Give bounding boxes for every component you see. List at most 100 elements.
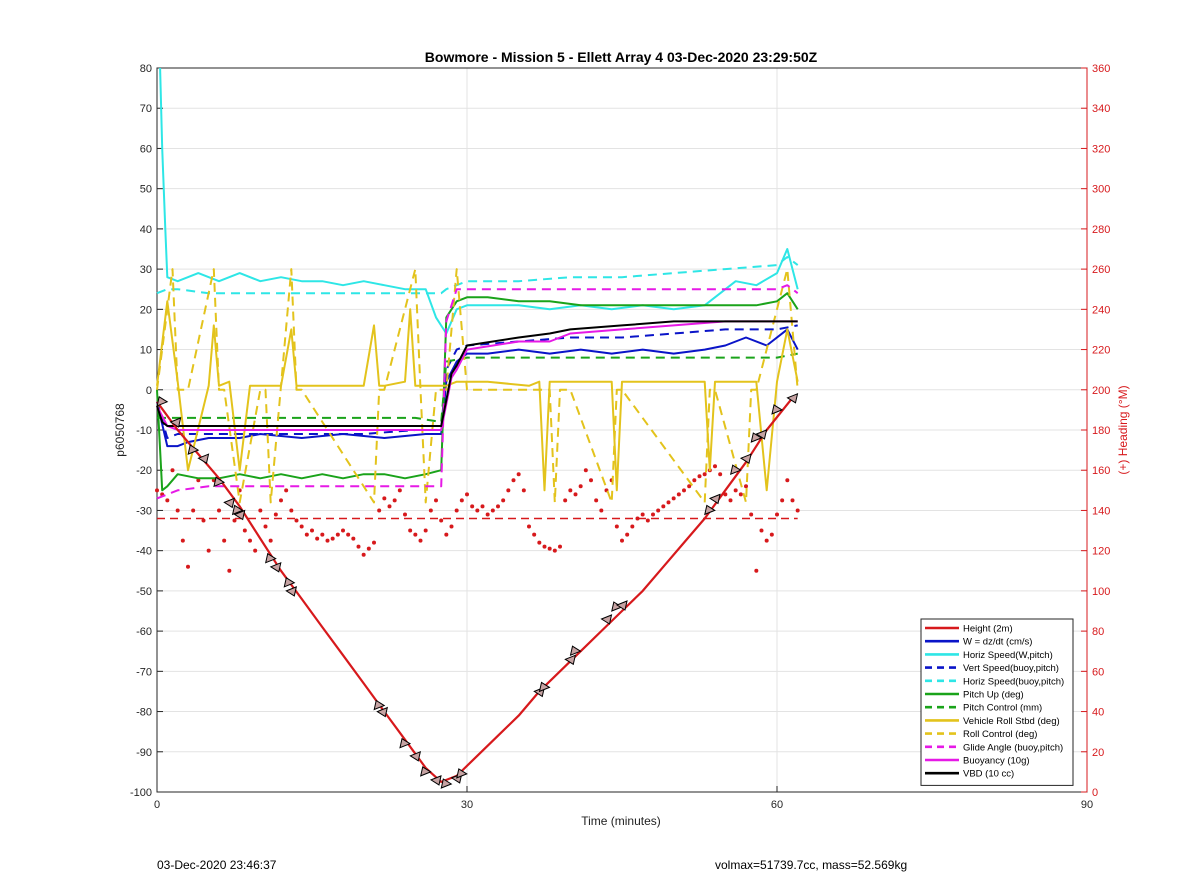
axis-ticks: 0 30 60 90-100-90-80-70-60-50-40-30-20-1001…: [130, 63, 1110, 811]
heading-point: [749, 512, 754, 517]
heading-point: [356, 544, 361, 549]
y-tick-label: -50: [136, 586, 152, 598]
heading-point: [780, 498, 785, 503]
y2-tick-label: 20: [1092, 747, 1104, 759]
depth-marker: [704, 504, 716, 516]
series-line-glide-angle-buoy-pitch: [156, 284, 799, 500]
heading-point: [651, 512, 655, 517]
y-tick-label: 10: [140, 345, 152, 357]
y2-tick-label: 0: [1092, 787, 1098, 799]
heading-point: [428, 508, 433, 513]
x-tick-label: 30: [461, 799, 473, 811]
heading-point: [392, 498, 397, 503]
depth-marker: [233, 509, 246, 521]
heading-point: [263, 524, 268, 529]
legend-label-roll-control-deg: Roll Control (deg): [963, 729, 1037, 740]
heading-point: [656, 508, 661, 513]
heading-point: [558, 544, 562, 549]
y2-tick-label: 160: [1092, 465, 1110, 477]
heading-point: [454, 508, 459, 513]
x-tick-label: 60: [771, 799, 783, 811]
heading-point: [661, 504, 666, 509]
y2-tick-label: 180: [1092, 425, 1110, 437]
heading-point: [573, 492, 578, 497]
heading-point: [315, 536, 320, 541]
legend-label-horiz-speed-w-pitch: Horiz Speed(W,pitch): [963, 650, 1053, 661]
heading-point: [191, 508, 196, 513]
heading-point: [490, 508, 495, 513]
depth-marker: [373, 699, 386, 711]
heading-point: [511, 478, 516, 483]
heading-point: [325, 538, 330, 543]
heading-point: [568, 488, 573, 493]
heading-point: [542, 544, 547, 549]
heading-point: [594, 498, 599, 503]
depth-marker: [786, 392, 799, 404]
heading-point: [537, 540, 542, 545]
heading-point: [614, 524, 619, 529]
legend-label-height-2m: Height (2m): [963, 624, 1013, 635]
heading-point: [253, 548, 258, 553]
heading-point: [666, 500, 671, 505]
legend-box: [920, 618, 1074, 786]
y-tick-label: 40: [140, 224, 152, 236]
heading-point: [645, 518, 650, 523]
heading-point: [465, 492, 469, 497]
heading-point: [320, 532, 325, 537]
heading-point: [630, 524, 635, 529]
heading-point: [733, 488, 738, 493]
series-line-pitch-control-mm: [157, 352, 798, 423]
heading-point: [403, 512, 407, 517]
y-tick-label: 20: [140, 304, 152, 316]
legend-label-pitch-control-mm: Pitch Control (mm): [963, 703, 1042, 714]
heading-point: [170, 468, 175, 473]
legend-label-horiz-speed-buoy-pitch: Horiz Speed(buoy,pitch): [963, 676, 1064, 687]
heading-point: [304, 532, 309, 537]
heading-point: [589, 478, 593, 483]
y-tick-label: 60: [140, 143, 152, 155]
heading-point: [377, 508, 382, 513]
heading-point: [687, 484, 692, 489]
heading-point: [366, 546, 371, 551]
y2-tick-label: 280: [1092, 224, 1110, 236]
heading-point: [527, 524, 531, 529]
heading-point: [532, 532, 537, 537]
y-tick-label: -10: [136, 425, 152, 437]
depth-marker: [730, 464, 742, 476]
x-tick-label: 90: [1081, 799, 1093, 811]
legend-label-vert-speed-buoy-pitch: Vert Speed(buoy,pitch): [963, 663, 1059, 674]
heading-point: [718, 472, 723, 477]
depth-marker: [285, 586, 297, 597]
y2-tick-label: 260: [1092, 264, 1110, 276]
heading-point: [790, 498, 795, 503]
heading-point: [599, 508, 604, 513]
heading-point: [635, 516, 640, 521]
heading-point: [330, 536, 335, 541]
series-line-horiz-speed-buoy-pitch: [156, 256, 799, 295]
heading-point: [583, 468, 588, 473]
heading-point: [227, 568, 232, 573]
heading-point: [449, 524, 454, 529]
heading-point: [361, 552, 366, 557]
heading-point: [697, 474, 702, 479]
heading-point: [578, 484, 583, 489]
legend-label-vehicle-roll-stbd-deg: Vehicle Roll Stbd (deg): [963, 716, 1060, 727]
heading-point: [795, 508, 800, 513]
heading-point: [294, 518, 299, 523]
depth-marker: [569, 645, 582, 657]
legend-label-w-dz-dt-cm-s: W = dz/dt (cm/s): [963, 637, 1032, 648]
heading-point: [563, 498, 568, 503]
y2-tick-label: 120: [1092, 546, 1110, 558]
depth-marker: [399, 737, 412, 749]
heading-point: [744, 484, 748, 489]
y2-tick-label: 60: [1092, 666, 1104, 678]
legend-label-buoyancy-10g: Buoyancy (10g): [963, 756, 1030, 767]
series-line-horiz-speed-w-pitch: [159, 67, 799, 335]
y-tick-label: 70: [140, 103, 152, 115]
y2-tick-label: 140: [1092, 505, 1110, 517]
y-tick-label: 0: [146, 385, 152, 397]
depth-marker: [600, 614, 613, 625]
depth-marker: [283, 577, 296, 588]
y2-axis-label: (+) Heading (°M): [1116, 385, 1130, 474]
